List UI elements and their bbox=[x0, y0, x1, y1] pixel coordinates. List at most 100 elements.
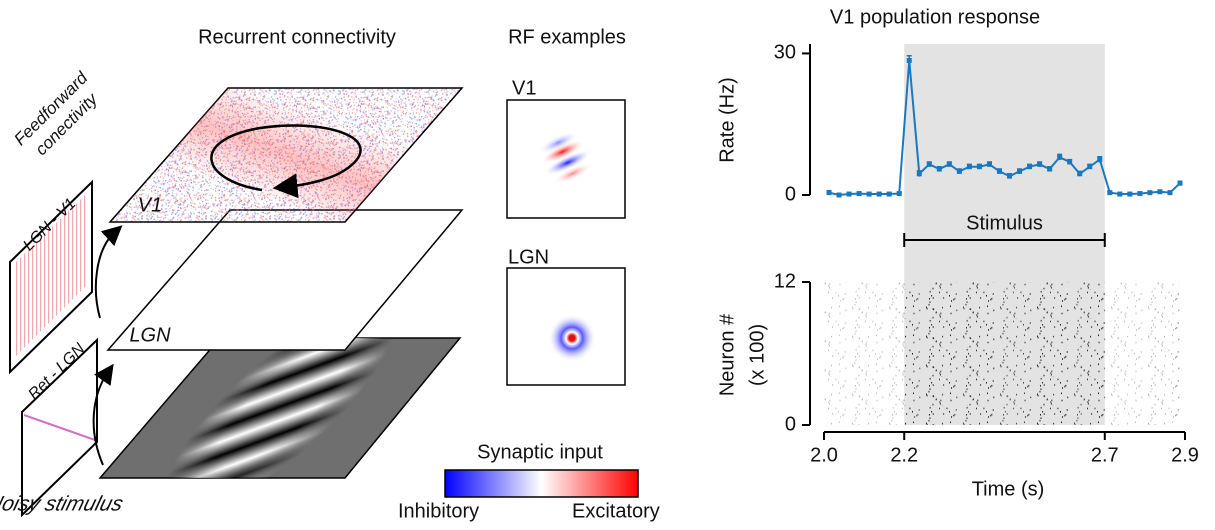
spike-density bbox=[984, 282, 994, 425]
spike-density bbox=[834, 282, 844, 425]
spike-density bbox=[1055, 282, 1065, 425]
point bbox=[997, 169, 1002, 174]
spike-density bbox=[844, 282, 854, 425]
colorbar-label: Inhibitory bbox=[398, 500, 479, 522]
spike-density bbox=[964, 282, 974, 425]
spike-density bbox=[1045, 282, 1055, 425]
chart-title: V1 population response bbox=[830, 6, 1040, 28]
point bbox=[977, 164, 982, 169]
point bbox=[1147, 190, 1152, 195]
point bbox=[1087, 164, 1092, 169]
point bbox=[1027, 164, 1032, 169]
x-tick-label: 2.2 bbox=[890, 444, 918, 466]
x-tick-label: 2.9 bbox=[1171, 444, 1199, 466]
point bbox=[1137, 191, 1142, 196]
spike-density bbox=[944, 282, 954, 425]
x-tick-label: 2.7 bbox=[1091, 444, 1119, 466]
point bbox=[867, 192, 872, 197]
point bbox=[1097, 157, 1102, 162]
spike-density bbox=[854, 282, 864, 425]
point bbox=[1057, 155, 1062, 160]
point bbox=[987, 162, 992, 167]
spike-density bbox=[954, 282, 964, 425]
point bbox=[827, 190, 832, 195]
diagram: Recurrent connectivity RF examples Feedf… bbox=[0, 26, 660, 530]
point bbox=[877, 192, 882, 197]
spike-density bbox=[1145, 282, 1155, 425]
point bbox=[1067, 159, 1072, 164]
spike-density bbox=[934, 282, 944, 425]
y-tick-label: 12 bbox=[774, 270, 796, 292]
rf-label: V1 bbox=[512, 77, 536, 99]
layer-label: V1 bbox=[138, 194, 162, 216]
y-axis-label: (x 100) bbox=[746, 324, 768, 386]
layer-label: LGN bbox=[129, 324, 171, 346]
point bbox=[1167, 190, 1172, 195]
spike-density bbox=[1005, 282, 1015, 425]
x-tick-label: 2.0 bbox=[810, 444, 838, 466]
spike-density bbox=[1025, 282, 1035, 425]
spike-density bbox=[1085, 282, 1095, 425]
point bbox=[917, 171, 922, 176]
panel-title: RF examples bbox=[508, 26, 626, 48]
spike-density bbox=[1115, 282, 1125, 425]
spike-density bbox=[904, 282, 914, 425]
point bbox=[1017, 169, 1022, 174]
spike-density bbox=[1155, 282, 1165, 425]
point bbox=[1047, 167, 1052, 172]
panel-title: Recurrent connectivity bbox=[198, 26, 396, 48]
spike-density bbox=[1135, 282, 1145, 425]
figure: Recurrent connectivity RF examples Feedf… bbox=[0, 0, 1215, 530]
colorbar bbox=[445, 470, 638, 497]
y-tick-label: 0 bbox=[785, 183, 796, 205]
spike-density bbox=[914, 282, 924, 425]
colorbar-label: Excitatory bbox=[572, 500, 660, 522]
spike-density bbox=[974, 282, 984, 425]
y-axis-label: Neuron # bbox=[716, 313, 738, 396]
rf-lgn bbox=[548, 314, 596, 362]
point bbox=[957, 169, 962, 174]
rf-label: LGN bbox=[508, 246, 549, 268]
spike-density bbox=[1095, 282, 1105, 425]
spike-density bbox=[1015, 282, 1025, 425]
point bbox=[937, 167, 942, 172]
spike-density bbox=[824, 282, 834, 425]
spike-density bbox=[1075, 282, 1085, 425]
point bbox=[1157, 189, 1162, 194]
spike-density bbox=[1165, 282, 1175, 425]
point bbox=[967, 164, 972, 169]
point bbox=[907, 58, 912, 63]
point bbox=[897, 191, 902, 196]
arrow bbox=[96, 232, 115, 318]
point bbox=[1107, 190, 1112, 195]
point bbox=[1037, 162, 1042, 167]
spike-density bbox=[1035, 282, 1045, 425]
spike-density bbox=[884, 282, 894, 425]
y-tick-label: 30 bbox=[774, 42, 796, 64]
point bbox=[1077, 171, 1082, 176]
point bbox=[857, 191, 862, 196]
point bbox=[1177, 181, 1182, 186]
feedforward-label: Feedforward conectivity bbox=[10, 68, 107, 165]
point bbox=[927, 162, 932, 167]
spike-density bbox=[864, 282, 874, 425]
spike-density bbox=[1175, 282, 1185, 425]
layer-label: Noisy stimulus bbox=[0, 492, 126, 516]
v1-band bbox=[110, 88, 462, 222]
spike-density bbox=[1065, 282, 1075, 425]
stimulus-label: Stimulus bbox=[966, 212, 1043, 234]
spike-density bbox=[994, 282, 1004, 425]
spike-density bbox=[1105, 282, 1115, 425]
point bbox=[1127, 192, 1132, 197]
x-axis-label: Time (s) bbox=[972, 478, 1045, 500]
spike-density bbox=[1125, 282, 1135, 425]
spike-density bbox=[894, 282, 904, 425]
point bbox=[1117, 192, 1122, 197]
point bbox=[887, 192, 892, 197]
point bbox=[837, 193, 842, 198]
colorbar-title: Synaptic input bbox=[477, 441, 603, 463]
spike-density bbox=[874, 282, 884, 425]
point bbox=[847, 192, 852, 197]
point bbox=[947, 162, 952, 167]
